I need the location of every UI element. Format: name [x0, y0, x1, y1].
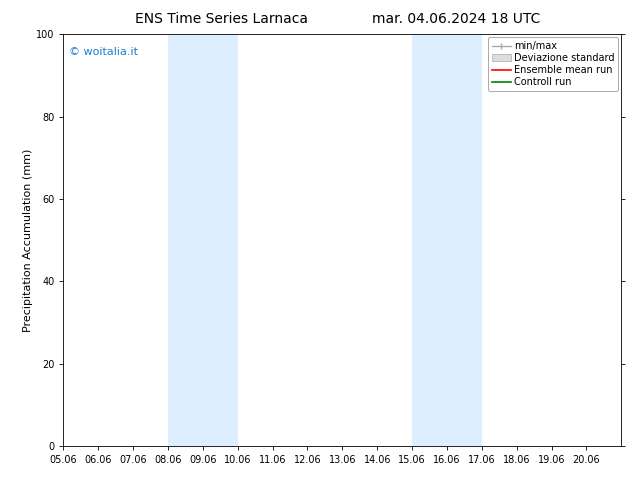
Text: © woitalia.it: © woitalia.it: [69, 47, 138, 57]
Y-axis label: Precipitation Accumulation (mm): Precipitation Accumulation (mm): [23, 148, 33, 332]
Text: ENS Time Series Larnaca: ENS Time Series Larnaca: [136, 12, 308, 26]
Bar: [168, 34, 238, 446]
Bar: [412, 34, 482, 446]
Text: mar. 04.06.2024 18 UTC: mar. 04.06.2024 18 UTC: [372, 12, 541, 26]
Legend: min/max, Deviazione standard, Ensemble mean run, Controll run: min/max, Deviazione standard, Ensemble m…: [488, 37, 618, 91]
